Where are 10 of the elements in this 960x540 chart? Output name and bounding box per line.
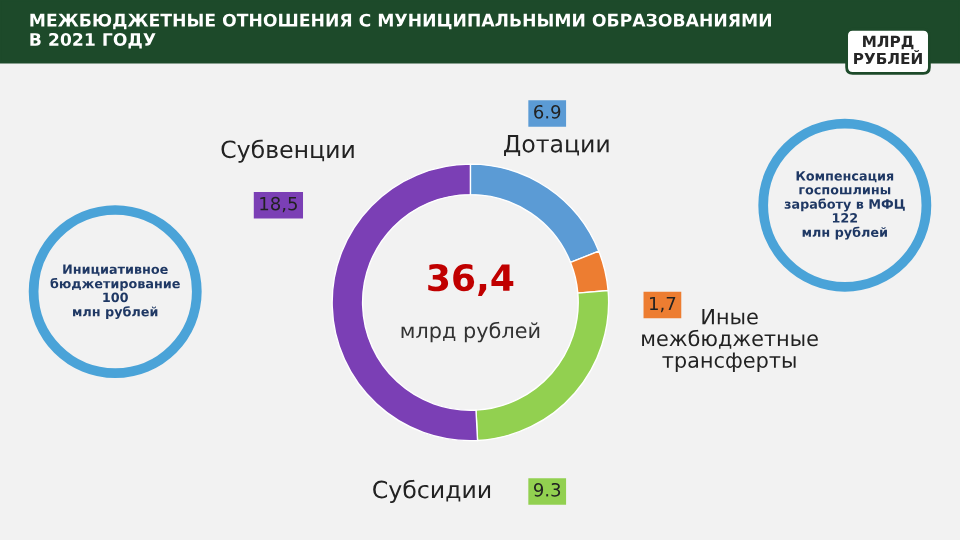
- slice-label: Субсидии: [373, 479, 491, 504]
- data-label: 6.9: [534, 104, 561, 119]
- data-label: 18,5: [260, 196, 297, 213]
- slice-label: Дотации: [504, 135, 609, 157]
- chart-title: МЕЖБЮДЖЕТНЫЕ ОТНОШЕНИЯ С МУНИЦИПАЛЬНЫМИ ОБРАЗОВАНИЯМИ В 2021 ГОДУ: [30, 13, 771, 49]
- data-label: 9.3: [533, 482, 561, 497]
- slice-label: Субвенции: [221, 139, 354, 163]
- text: млрд рублей: [401, 321, 540, 343]
- text: 36,4: [428, 263, 514, 296]
- data-label: 1,7: [650, 296, 676, 313]
